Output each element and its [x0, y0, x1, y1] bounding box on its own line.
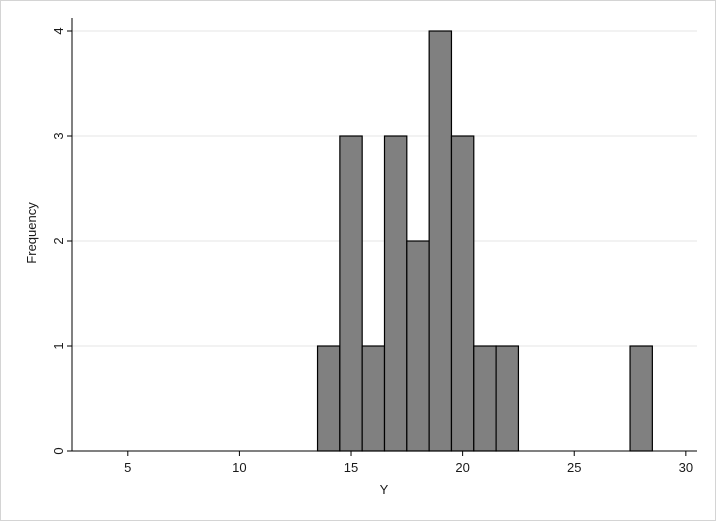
x-tick-label: 10 [232, 460, 246, 475]
y-tick-label: 0 [51, 447, 66, 454]
histogram-bar [406, 240, 430, 452]
y-tick-label: 3 [51, 132, 66, 139]
x-axis-title: Y [380, 482, 389, 497]
axes [67, 18, 697, 456]
histogram-bar [361, 345, 386, 452]
tick-labels: 5 10 15 20 25 30 0 1 2 3 4 [51, 27, 693, 475]
bars [316, 30, 653, 452]
histogram-bar [316, 345, 341, 452]
x-tick-label: 30 [679, 460, 693, 475]
histogram-bar [428, 30, 453, 452]
histogram-bar [629, 345, 653, 452]
x-tick-label: 20 [455, 460, 469, 475]
y-tick-label: 1 [51, 342, 66, 349]
y-tick-label: 2 [51, 237, 66, 244]
histogram-bar [383, 135, 408, 452]
histogram-bar [339, 135, 363, 452]
histogram-bar [450, 135, 475, 452]
y-tick-label: 4 [51, 27, 66, 34]
x-tick-label: 25 [567, 460, 581, 475]
y-axis-title: Frequency [24, 202, 39, 264]
x-tick-label: 5 [124, 460, 131, 475]
histogram-bar [495, 345, 520, 452]
x-tick-label: 15 [344, 460, 358, 475]
histogram-bar [473, 345, 497, 452]
